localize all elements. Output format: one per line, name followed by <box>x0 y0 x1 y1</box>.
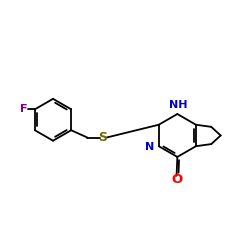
Text: F: F <box>20 104 28 114</box>
Text: N: N <box>145 142 154 152</box>
Text: NH: NH <box>168 100 187 110</box>
Text: S: S <box>98 131 108 144</box>
Text: O: O <box>171 174 182 186</box>
